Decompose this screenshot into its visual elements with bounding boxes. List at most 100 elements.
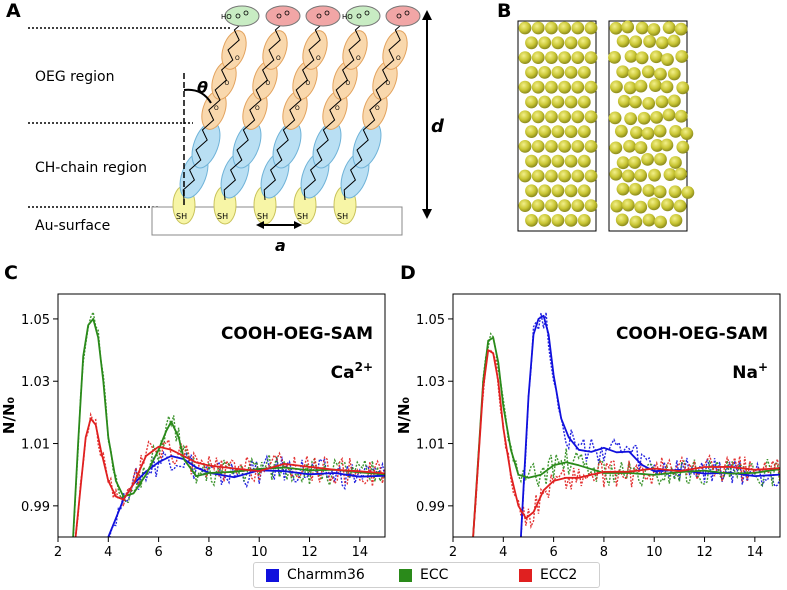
atom: [538, 154, 552, 168]
atom: [628, 156, 642, 169]
atom: [653, 124, 667, 138]
oeg-region-label: OEG region: [35, 69, 114, 85]
panel-letter-d: D: [400, 262, 416, 284]
atom: [525, 36, 538, 50]
atom: [564, 36, 578, 50]
atom: [551, 154, 565, 168]
atom: [654, 215, 667, 229]
o-atom-label: O: [356, 55, 361, 62]
atom: [661, 198, 674, 212]
atom: [610, 80, 623, 94]
atom: [545, 140, 558, 153]
atom: [538, 36, 552, 50]
ion-label: Na+: [732, 360, 768, 383]
oeg-segment: [221, 30, 247, 70]
chain-backbone: [182, 19, 246, 201]
y-tick-label: 1.05: [21, 313, 50, 328]
atom: [577, 214, 591, 227]
atom: [680, 127, 694, 140]
y-tick-label: 1.01: [416, 438, 445, 453]
au-surface-label: Au-surface: [35, 218, 110, 234]
atom: [641, 65, 655, 79]
atom: [525, 214, 538, 227]
atom: [623, 81, 637, 95]
theta-label: θ: [197, 78, 208, 97]
sh-label: SH: [217, 212, 228, 221]
o-atom-label: O: [375, 105, 380, 112]
atom: [642, 96, 656, 110]
atom: [525, 66, 538, 79]
y-tick-label: 1.03: [21, 375, 50, 390]
o-atom-label: O: [295, 105, 300, 112]
atom: [531, 140, 545, 153]
x-tick-label: 4: [104, 545, 112, 560]
sh-label: SH: [337, 212, 348, 221]
atom: [518, 140, 532, 153]
sam-chain: SH O O O HO: [293, 5, 381, 225]
atom: [551, 125, 565, 138]
legend-item-ecc2: ECC2: [519, 567, 577, 583]
series-line-ecc2: [472, 349, 780, 537]
carboxyl-mark: [364, 10, 370, 16]
atom: [571, 140, 585, 153]
chain-backbone: [303, 19, 367, 201]
atom: [558, 199, 571, 213]
legend-label: ECC: [420, 567, 449, 583]
legend-swatch: [519, 568, 532, 582]
atom: [531, 169, 545, 183]
atom: [564, 184, 578, 198]
atom: [676, 140, 690, 154]
x-tick-label: 10: [251, 545, 268, 560]
atom: [627, 67, 641, 80]
atom: [531, 110, 545, 124]
atom: [647, 197, 661, 211]
atom: [676, 81, 690, 95]
sam-chain: SH O O O: [253, 5, 341, 225]
atom: [558, 140, 571, 153]
o-atom-label: O: [335, 105, 340, 112]
y-tick-label: 1.05: [416, 313, 445, 328]
atom: [538, 184, 552, 198]
atom: [629, 35, 643, 49]
carboxyl-mark: [324, 10, 330, 16]
x-tick-label: 12: [696, 545, 713, 560]
atom: [538, 95, 552, 109]
o-atom-label: O: [276, 55, 281, 62]
carboxyl-mark: [276, 13, 282, 19]
x-tick-label: 8: [600, 545, 608, 560]
atom: [564, 66, 578, 79]
atom: [577, 66, 591, 79]
carboxyl-mark: [316, 13, 322, 19]
atom: [621, 198, 635, 212]
atom: [558, 51, 571, 64]
chart-title: COOH-OEG-SAM: [616, 324, 768, 344]
x-tick-label: 6: [154, 545, 162, 560]
atom: [654, 152, 667, 166]
atom: [662, 21, 676, 35]
atom: [617, 94, 631, 108]
y-tick-label: 0.99: [21, 500, 50, 515]
atom: [525, 95, 538, 109]
spacing-label: a: [275, 236, 286, 255]
atom: [624, 49, 638, 63]
atom: [531, 80, 545, 94]
atom: [616, 182, 630, 196]
head-group: [224, 5, 260, 27]
atom: [642, 213, 656, 227]
atom: [577, 95, 591, 109]
o-atom-label: O: [214, 105, 219, 112]
atom: [675, 50, 689, 63]
o-atom-label: O: [235, 55, 240, 62]
legend-item-ecc: ECC: [399, 567, 448, 583]
atom: [649, 50, 663, 64]
chain-backbone: [263, 19, 327, 201]
atom: [653, 185, 667, 199]
height-label: d: [431, 116, 445, 137]
atom: [518, 199, 532, 213]
atom: [623, 139, 636, 153]
atom: [669, 156, 682, 169]
sam-chains: SH O O O HO SH O O O SH O O O SH O O O HO SH O O O: [172, 5, 421, 225]
atom: [571, 21, 585, 35]
atom: [564, 95, 578, 109]
